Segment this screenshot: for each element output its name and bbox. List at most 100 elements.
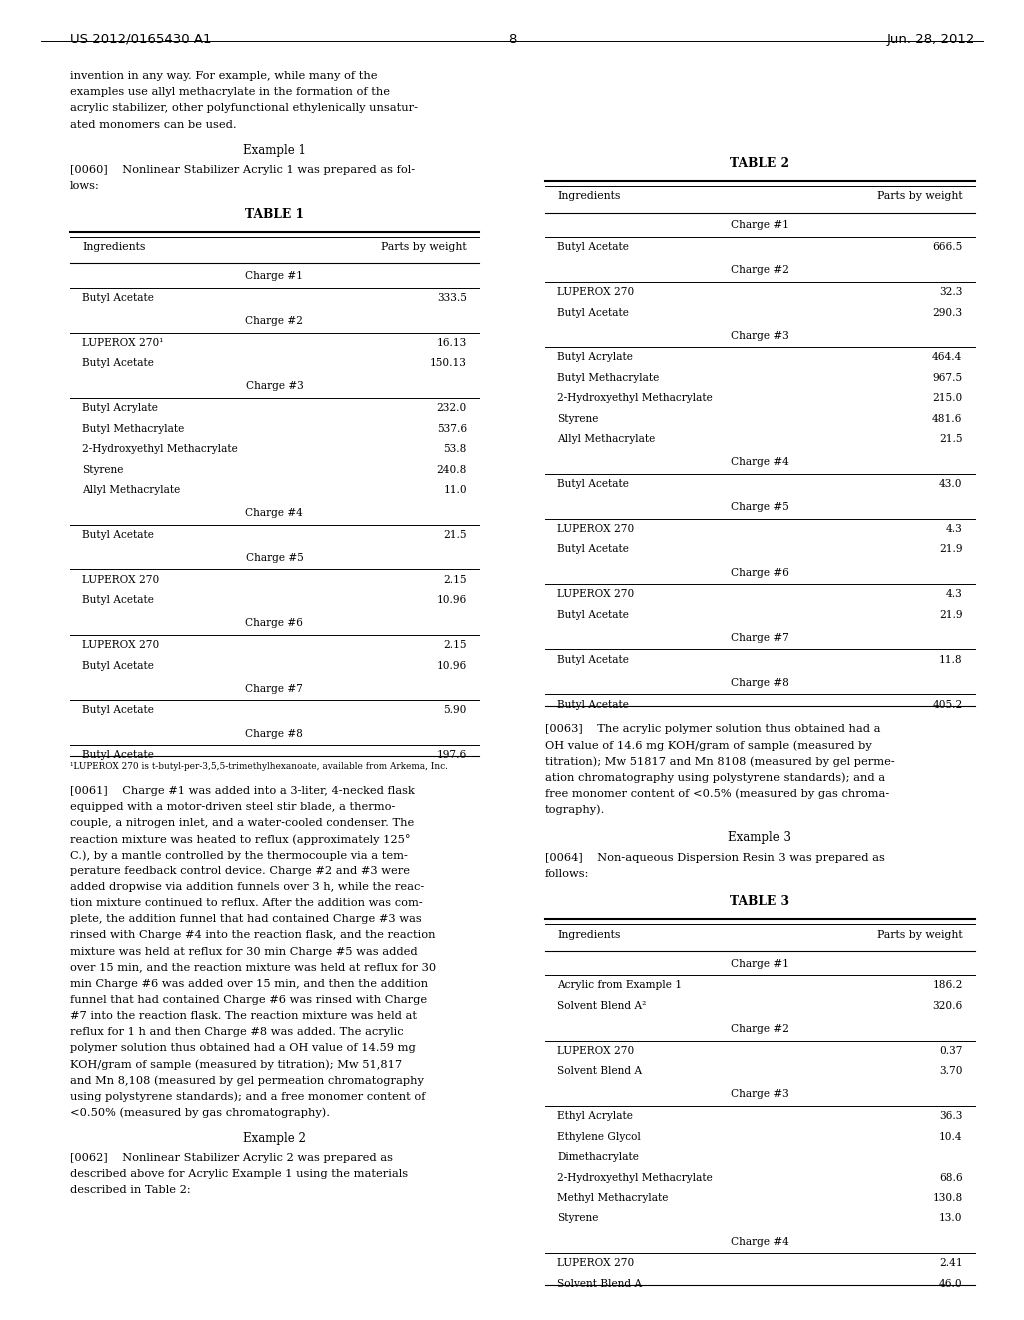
Text: described in Table 2:: described in Table 2: bbox=[70, 1185, 190, 1195]
Text: Butyl Acrylate: Butyl Acrylate bbox=[557, 352, 633, 363]
Text: Butyl Methacrylate: Butyl Methacrylate bbox=[557, 372, 659, 383]
Text: US 2012/0165430 A1: US 2012/0165430 A1 bbox=[70, 33, 211, 46]
Text: free monomer content of <0.5% (measured by gas chroma-: free monomer content of <0.5% (measured … bbox=[545, 788, 889, 799]
Text: tography).: tography). bbox=[545, 804, 605, 816]
Text: Charge #7: Charge #7 bbox=[246, 684, 303, 693]
Text: 186.2: 186.2 bbox=[932, 981, 963, 990]
Text: perature feedback control device. Charge #2 and #3 were: perature feedback control device. Charge… bbox=[70, 866, 410, 876]
Text: [0062]    Nonlinear Stabilizer Acrylic 2 was prepared as: [0062] Nonlinear Stabilizer Acrylic 2 wa… bbox=[70, 1152, 392, 1163]
Text: LUPEROX 270: LUPEROX 270 bbox=[557, 286, 634, 297]
Text: Methyl Methacrylate: Methyl Methacrylate bbox=[557, 1193, 669, 1203]
Text: #7 into the reaction flask. The reaction mixture was held at: #7 into the reaction flask. The reaction… bbox=[70, 1011, 417, 1020]
Text: [0060]    Nonlinear Stabilizer Acrylic 1 was prepared as fol-: [0060] Nonlinear Stabilizer Acrylic 1 wa… bbox=[70, 165, 415, 176]
Text: LUPEROX 270: LUPEROX 270 bbox=[557, 589, 634, 599]
Text: Charge #2: Charge #2 bbox=[731, 265, 788, 276]
Text: 11.8: 11.8 bbox=[939, 655, 963, 665]
Text: Styrene: Styrene bbox=[82, 465, 123, 474]
Text: Charge #3: Charge #3 bbox=[246, 381, 303, 391]
Text: Charge #2: Charge #2 bbox=[731, 1024, 788, 1034]
Text: [0064]    Non-aqueous Dispersion Resin 3 was prepared as: [0064] Non-aqueous Dispersion Resin 3 wa… bbox=[545, 853, 885, 862]
Text: Charge #8: Charge #8 bbox=[731, 677, 788, 688]
Text: LUPEROX 270: LUPEROX 270 bbox=[557, 1258, 634, 1269]
Text: 43.0: 43.0 bbox=[939, 479, 963, 490]
Text: [0063]    The acrylic polymer solution thus obtained had a: [0063] The acrylic polymer solution thus… bbox=[545, 723, 881, 734]
Text: 2-Hydroxyethyl Methacrylate: 2-Hydroxyethyl Methacrylate bbox=[82, 444, 238, 454]
Text: mixture was held at reflux for 30 min Charge #5 was added: mixture was held at reflux for 30 min Ch… bbox=[70, 946, 417, 957]
Text: 2.15: 2.15 bbox=[443, 640, 467, 649]
Text: equipped with a motor-driven steel stir blade, a thermo-: equipped with a motor-driven steel stir … bbox=[70, 801, 395, 812]
Text: Butyl Acetate: Butyl Acetate bbox=[82, 293, 154, 302]
Text: Example 1: Example 1 bbox=[243, 144, 306, 157]
Text: Styrene: Styrene bbox=[557, 413, 598, 424]
Text: 4.3: 4.3 bbox=[946, 524, 963, 535]
Text: 21.9: 21.9 bbox=[939, 610, 963, 620]
Text: 10.4: 10.4 bbox=[939, 1131, 963, 1142]
Text: 464.4: 464.4 bbox=[932, 352, 963, 363]
Text: Butyl Acetate: Butyl Acetate bbox=[557, 655, 629, 665]
Text: [0061]    Charge #1 was added into a 3-liter, 4-necked flask: [0061] Charge #1 was added into a 3-lite… bbox=[70, 785, 415, 796]
Text: Styrene: Styrene bbox=[557, 1213, 598, 1224]
Text: 5.90: 5.90 bbox=[443, 705, 467, 715]
Text: 967.5: 967.5 bbox=[933, 372, 963, 383]
Text: polymer solution thus obtained had a OH value of 14.59 mg: polymer solution thus obtained had a OH … bbox=[70, 1043, 416, 1053]
Text: LUPEROX 270: LUPEROX 270 bbox=[82, 640, 159, 649]
Text: 10.96: 10.96 bbox=[436, 595, 467, 605]
Text: Charge #4: Charge #4 bbox=[731, 457, 788, 467]
Text: Butyl Acetate: Butyl Acetate bbox=[557, 700, 629, 710]
Text: LUPEROX 270¹: LUPEROX 270¹ bbox=[82, 338, 163, 347]
Text: acrylic stabilizer, other polyfunctional ethylenically unsatur-: acrylic stabilizer, other polyfunctional… bbox=[70, 103, 418, 114]
Text: OH value of 14.6 mg KOH/gram of sample (measured by: OH value of 14.6 mg KOH/gram of sample (… bbox=[545, 741, 871, 751]
Text: Charge #5: Charge #5 bbox=[246, 553, 303, 562]
Text: rinsed with Charge #4 into the reaction flask, and the reaction: rinsed with Charge #4 into the reaction … bbox=[70, 931, 435, 940]
Text: Butyl Acetate: Butyl Acetate bbox=[82, 660, 154, 671]
Text: examples use allyl methacrylate in the formation of the: examples use allyl methacrylate in the f… bbox=[70, 87, 389, 98]
Text: plete, the addition funnel that had contained Charge #3 was: plete, the addition funnel that had cont… bbox=[70, 915, 422, 924]
Text: 215.0: 215.0 bbox=[932, 393, 963, 404]
Text: 240.8: 240.8 bbox=[436, 465, 467, 474]
Text: described above for Acrylic Example 1 using the materials: described above for Acrylic Example 1 us… bbox=[70, 1170, 408, 1179]
Text: 46.0: 46.0 bbox=[939, 1279, 963, 1288]
Text: 8: 8 bbox=[508, 33, 516, 46]
Text: 16.13: 16.13 bbox=[436, 338, 467, 347]
Text: TABLE 1: TABLE 1 bbox=[245, 207, 304, 220]
Text: 0.37: 0.37 bbox=[939, 1045, 963, 1056]
Text: titration); Mw 51817 and Mn 8108 (measured by gel perme-: titration); Mw 51817 and Mn 8108 (measur… bbox=[545, 756, 895, 767]
Text: Example 2: Example 2 bbox=[243, 1131, 306, 1144]
Text: C.), by a mantle controlled by the thermocouple via a tem-: C.), by a mantle controlled by the therm… bbox=[70, 850, 408, 861]
Text: Charge #1: Charge #1 bbox=[731, 220, 788, 231]
Text: Jun. 28, 2012: Jun. 28, 2012 bbox=[887, 33, 975, 46]
Text: funnel that had contained Charge #6 was rinsed with Charge: funnel that had contained Charge #6 was … bbox=[70, 995, 427, 1005]
Text: over 15 min, and the reaction mixture was held at reflux for 30: over 15 min, and the reaction mixture wa… bbox=[70, 962, 436, 973]
Text: Ingredients: Ingredients bbox=[82, 242, 145, 252]
Text: reflux for 1 h and then Charge #8 was added. The acrylic: reflux for 1 h and then Charge #8 was ad… bbox=[70, 1027, 403, 1038]
Text: 290.3: 290.3 bbox=[933, 308, 963, 318]
Text: 232.0: 232.0 bbox=[436, 403, 467, 413]
Text: 2.41: 2.41 bbox=[939, 1258, 963, 1269]
Text: Parts by weight: Parts by weight bbox=[877, 191, 963, 202]
Text: Example 3: Example 3 bbox=[728, 832, 792, 845]
Text: 2.15: 2.15 bbox=[443, 574, 467, 585]
Text: Butyl Acetate: Butyl Acetate bbox=[82, 595, 154, 605]
Text: 537.6: 537.6 bbox=[437, 424, 467, 433]
Text: lows:: lows: bbox=[70, 181, 99, 191]
Text: Butyl Acetate: Butyl Acetate bbox=[557, 610, 629, 620]
Text: 36.3: 36.3 bbox=[939, 1111, 963, 1121]
Text: 11.0: 11.0 bbox=[443, 484, 467, 495]
Text: Butyl Acetate: Butyl Acetate bbox=[557, 308, 629, 318]
Text: 13.0: 13.0 bbox=[939, 1213, 963, 1224]
Text: Charge #8: Charge #8 bbox=[246, 729, 303, 738]
Text: Charge #5: Charge #5 bbox=[731, 502, 788, 512]
Text: 68.6: 68.6 bbox=[939, 1172, 963, 1183]
Text: Butyl Acetate: Butyl Acetate bbox=[82, 529, 154, 540]
Text: and Mn 8,108 (measured by gel permeation chromatography: and Mn 8,108 (measured by gel permeation… bbox=[70, 1076, 424, 1086]
Text: invention in any way. For example, while many of the: invention in any way. For example, while… bbox=[70, 71, 377, 82]
Text: follows:: follows: bbox=[545, 869, 589, 879]
Text: 2-Hydroxyethyl Methacrylate: 2-Hydroxyethyl Methacrylate bbox=[557, 393, 713, 404]
Text: Charge #6: Charge #6 bbox=[731, 568, 788, 578]
Text: tion mixture continued to reflux. After the addition was com-: tion mixture continued to reflux. After … bbox=[70, 898, 422, 908]
Text: ation chromatography using polystyrene standards); and a: ation chromatography using polystyrene s… bbox=[545, 772, 885, 783]
Text: 21.5: 21.5 bbox=[443, 529, 467, 540]
Text: 3.70: 3.70 bbox=[939, 1067, 963, 1076]
Text: Allyl Methacrylate: Allyl Methacrylate bbox=[557, 434, 655, 445]
Text: ¹LUPEROX 270 is t-butyl-per-3,5,5-trimethylhexanoate, available from Arkema, Inc: ¹LUPEROX 270 is t-butyl-per-3,5,5-trimet… bbox=[70, 762, 447, 771]
